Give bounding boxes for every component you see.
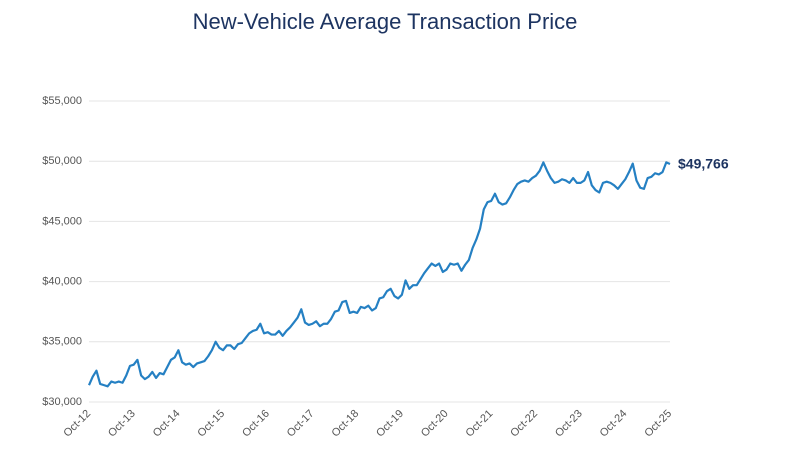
x-tick-label: Oct-20 xyxy=(419,408,451,440)
y-tick-label: $50,000 xyxy=(42,155,82,167)
x-tick-label: Oct-14 xyxy=(151,408,183,440)
y-tick-label: $45,000 xyxy=(42,215,82,227)
x-tick-label: Oct-13 xyxy=(106,408,138,440)
x-tick-label: Oct-17 xyxy=(285,408,317,440)
x-tick-label: Oct-16 xyxy=(240,408,272,440)
price-line xyxy=(87,161,671,388)
chart-title: New-Vehicle Average Transaction Price xyxy=(193,9,578,34)
x-tick-label: Oct-21 xyxy=(464,408,496,440)
x-tick-label: Oct-19 xyxy=(374,408,406,440)
y-tick-label: $30,000 xyxy=(42,396,82,408)
x-tick-label: Oct-15 xyxy=(195,408,227,440)
y-tick-label: $55,000 xyxy=(42,95,82,107)
x-tick-label: Oct-18 xyxy=(329,408,361,440)
x-tick-label: Oct-23 xyxy=(553,408,585,440)
x-tick-label: Oct-24 xyxy=(598,408,630,440)
y-tick-label: $35,000 xyxy=(42,336,82,348)
end-value-label: $49,766 xyxy=(678,156,729,172)
x-tick-label: Oct-12 xyxy=(61,408,93,440)
x-tick-label: Oct-25 xyxy=(642,408,674,440)
y-tick-label: $40,000 xyxy=(42,276,82,288)
x-tick-label: Oct-22 xyxy=(508,408,540,440)
